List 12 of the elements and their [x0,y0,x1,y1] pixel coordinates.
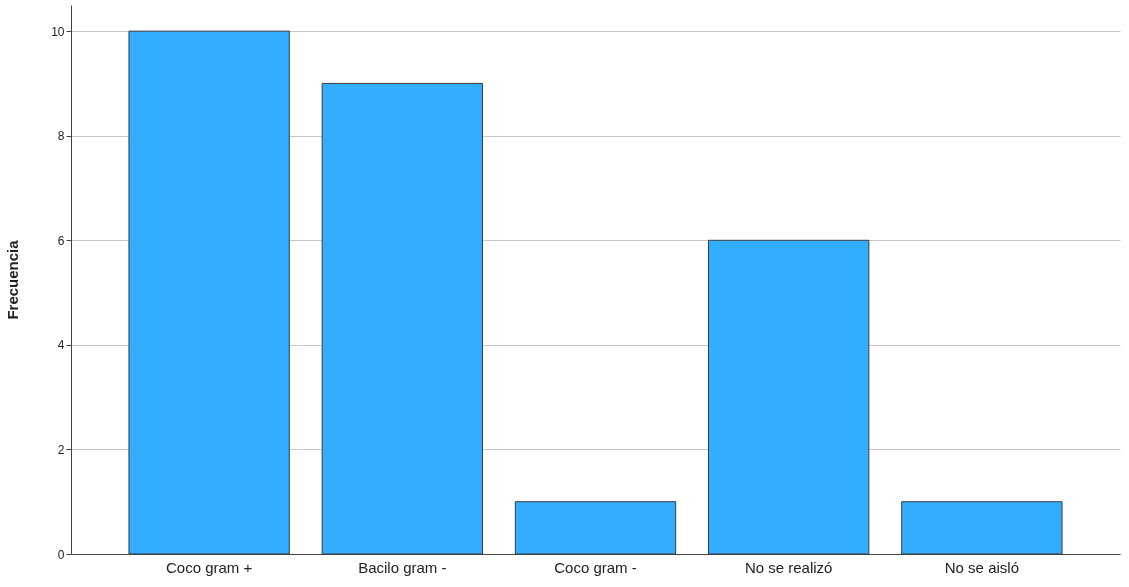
x-tick-label: Coco gram + [165,558,253,576]
x-tick-label: No se aisló [944,558,1019,576]
y-tick-label: 6 [57,233,65,248]
y-tick-label: 2 [57,442,65,457]
x-tick-label: No se realizó [744,558,833,576]
x-tick-label: Coco gram - [554,558,637,576]
x-tick-label: Bacilo gram - [358,558,447,576]
y-axis-title: Frecuencia [4,239,22,320]
y-tick-label: 8 [57,129,65,144]
y-tick-label: 0 [57,547,65,562]
y-tick-label: 4 [57,338,65,353]
y-tick-label: 10 [51,24,65,39]
